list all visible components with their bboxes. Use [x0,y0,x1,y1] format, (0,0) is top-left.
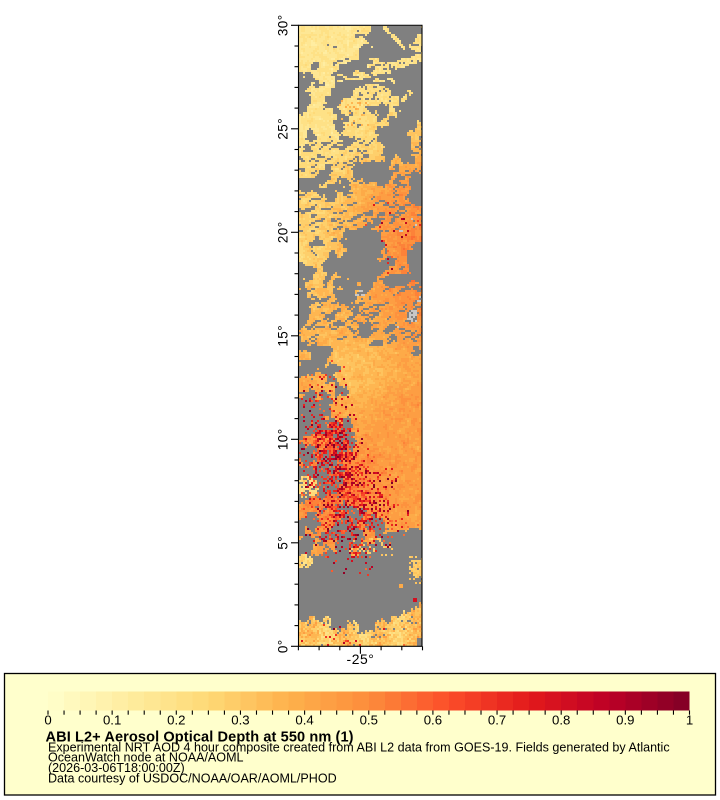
svg-text:0.2: 0.2 [167,713,185,728]
svg-text:5°: 5° [276,536,291,550]
svg-text:ABI L2+ Aerosol Optical Depth: ABI L2+ Aerosol Optical Depth at 550 nm … [46,730,354,746]
svg-text:1: 1 [686,713,693,728]
svg-text:0.5: 0.5 [360,713,378,728]
svg-text:0°: 0° [276,639,291,653]
svg-text:0.8: 0.8 [552,713,570,728]
svg-text:-25°: -25° [347,651,375,667]
svg-text:30°: 30° [276,14,291,36]
svg-text:0.7: 0.7 [488,713,506,728]
svg-text:0.9: 0.9 [616,713,634,728]
svg-text:Data courtesy of USDOC/NOAA/OA: Data courtesy of USDOC/NOAA/OAR/AOML/PHO… [48,771,337,785]
svg-text:25°: 25° [276,118,291,140]
svg-text:0.6: 0.6 [424,713,442,728]
svg-text:0.4: 0.4 [295,713,313,728]
svg-text:15°: 15° [276,325,291,347]
svg-text:0.1: 0.1 [103,713,121,728]
svg-text:0.3: 0.3 [231,713,249,728]
svg-text:OceanWatch node at NOAA/AOML: OceanWatch node at NOAA/AOML [48,751,244,765]
svg-text:10°: 10° [276,428,291,450]
svg-text:Experimental NRT AOD 4 hour co: Experimental NRT AOD 4 hour composite cr… [48,740,670,754]
svg-text:20°: 20° [276,221,291,243]
svg-text:0: 0 [44,713,51,728]
svg-text:(2026-03-06T18:00:00Z): (2026-03-06T18:00:00Z) [48,761,185,775]
